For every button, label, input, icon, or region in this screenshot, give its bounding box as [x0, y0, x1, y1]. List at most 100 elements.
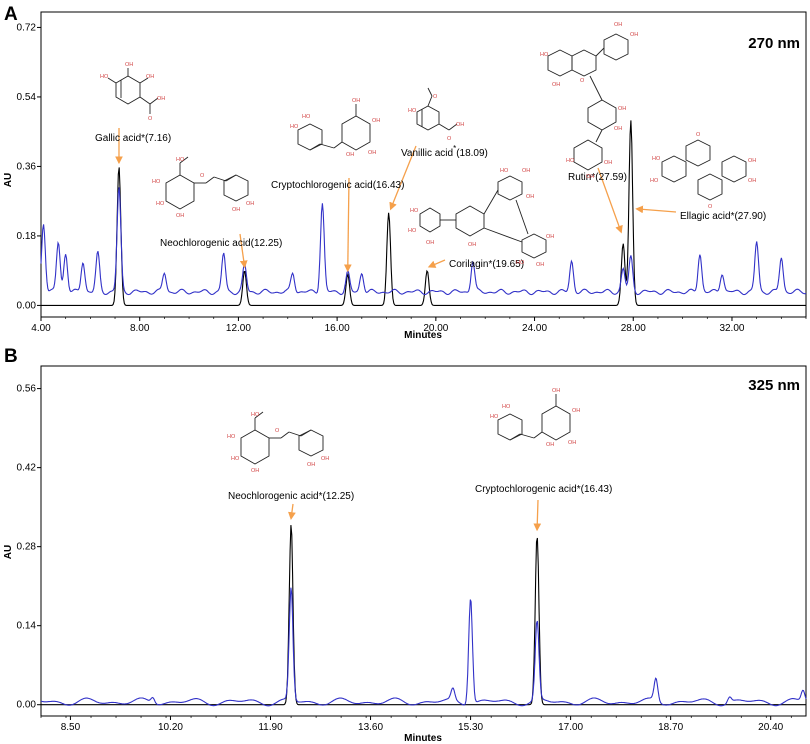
x-tick-label: 8.50: [61, 722, 81, 733]
svg-text:HO: HO: [251, 412, 260, 418]
neochlorogenic-acid-structure: HO HO HO OH OH OH O: [152, 156, 254, 219]
y-tick-label: 0.00: [17, 700, 37, 711]
svg-text:OH: OH: [614, 22, 622, 28]
label-vanillic-acid: Vanillic acid*(18.09): [401, 144, 488, 159]
label-neochlorogenic-acid-b: Neochlorogenic acid*(12.25): [228, 491, 354, 502]
label-cryptochlorogenic-acid: Cryptochlorogenic acid(16.43): [271, 180, 404, 191]
gallic-acid-structure: OH HO OH OH O: [100, 62, 165, 122]
corilagin-structure: HO HO OH HO OH OH OH OH HO OH: [408, 168, 554, 268]
y-tick-label: 0.72: [17, 22, 37, 33]
x-tick-label: 18.70: [658, 722, 683, 733]
svg-text:HO: HO: [176, 157, 185, 163]
svg-text:HO: HO: [540, 52, 549, 58]
svg-text:OH: OH: [748, 178, 756, 184]
svg-text:OH: OH: [251, 468, 259, 474]
svg-text:OH: OH: [522, 168, 530, 174]
annotation-arrow: [343, 177, 352, 273]
svg-text:OH: OH: [246, 201, 254, 207]
y-tick-label: 0.28: [17, 542, 37, 553]
svg-text:OH: OH: [568, 440, 576, 446]
svg-text:HO: HO: [500, 168, 509, 174]
svg-text:HO: HO: [227, 434, 236, 440]
label-gallic-acid: Gallic acid*(7.16): [95, 133, 171, 144]
svg-text:HO: HO: [302, 114, 311, 120]
y-tick-label: 0.00: [17, 300, 37, 311]
svg-text:O: O: [580, 78, 585, 84]
rutin-structure: HO OH OH OH OH OH HO OH OH O: [540, 22, 638, 180]
annotation-arrow: [239, 233, 248, 269]
svg-text:OH: OH: [346, 152, 354, 158]
panel-b-axes: 0.00 0.14 0.28 0.42 0.56 8.50 10.20 11.90 13.60 1…: [17, 384, 792, 733]
label-neochlorogenic-acid: Neochlorogenic acid(12.25): [160, 238, 282, 249]
y-tick-label: 0.36: [17, 161, 37, 172]
svg-text:HO: HO: [156, 201, 165, 207]
vanillic-acid-structure: HO OH O O: [408, 87, 464, 142]
svg-text:OH: OH: [536, 262, 544, 268]
panel-b-wavelength: 325 nm: [748, 377, 800, 394]
x-tick-label: 8.00: [130, 323, 150, 334]
y-tick-label: 0.42: [17, 463, 37, 474]
trace-black: [41, 525, 806, 706]
annotation-arrow: [427, 259, 446, 268]
svg-text:HO: HO: [502, 404, 511, 410]
svg-text:HO: HO: [408, 108, 417, 114]
svg-text:O: O: [708, 204, 713, 210]
panel-a-plot-area: [40, 11, 807, 318]
svg-text:O: O: [148, 116, 153, 122]
svg-text:O: O: [433, 94, 438, 100]
svg-text:OH: OH: [618, 106, 626, 112]
svg-text:O: O: [447, 136, 452, 142]
svg-text:HO: HO: [100, 74, 109, 80]
svg-text:OH: OH: [307, 462, 315, 468]
panel-a-label: A: [4, 4, 18, 25]
y-tick-label: 0.54: [17, 92, 37, 103]
y-tick-label: 0.18: [17, 231, 37, 242]
svg-text:OH: OH: [546, 234, 554, 240]
svg-text:OH: OH: [748, 158, 756, 164]
svg-text:HO: HO: [490, 414, 499, 420]
svg-text:OH: OH: [546, 442, 554, 448]
panel-a-traces: [40, 120, 807, 306]
trace-black: [41, 120, 806, 306]
panel-b-traces: [40, 525, 807, 707]
x-tick-label: 24.00: [522, 323, 547, 334]
label-cryptochlorogenic-acid-b: Cryptochlorogenic acid*(16.43): [475, 484, 612, 495]
svg-text:OH: OH: [368, 150, 376, 156]
x-tick-label: 20.00: [423, 323, 448, 334]
svg-text:OH: OH: [146, 74, 154, 80]
svg-text:OH: OH: [630, 32, 638, 38]
svg-text:OH: OH: [232, 207, 240, 213]
svg-text:OH: OH: [125, 62, 133, 68]
panel-b-ylabel: AU: [3, 545, 14, 559]
x-tick-label: 13.60: [358, 722, 383, 733]
svg-text:HO: HO: [231, 456, 240, 462]
svg-text:HO: HO: [408, 228, 417, 234]
svg-text:HO: HO: [516, 260, 525, 266]
svg-text:OH: OH: [604, 160, 612, 166]
x-tick-label: 28.00: [621, 323, 646, 334]
label-rutin: Rutin*(27.59): [568, 172, 627, 183]
annotation-arrow: [533, 499, 542, 532]
annotation-arrow: [288, 503, 296, 520]
x-tick-label: 10.20: [158, 722, 183, 733]
ellagic-acid-structure: HO HO OH OH O O: [650, 132, 756, 210]
label-corilagin: Corilagin*(19.65): [449, 259, 524, 270]
svg-text:HO: HO: [566, 158, 575, 164]
panel-b-plot-area: [40, 365, 807, 717]
svg-text:OH: OH: [321, 456, 329, 462]
y-tick-label: 0.14: [17, 621, 37, 632]
annotation-arrow: [389, 145, 417, 211]
panel-a-xlabel: Minutes: [404, 330, 442, 341]
x-tick-label: 15.30: [458, 722, 483, 733]
annotation-arrow: [635, 205, 677, 214]
svg-text:OH: OH: [552, 388, 560, 394]
panel-a-wavelength: 270 nm: [748, 35, 800, 52]
svg-text:HO: HO: [290, 124, 299, 130]
panel-b-label: B: [4, 346, 18, 367]
svg-text:OH: OH: [468, 242, 476, 248]
svg-text:OH: OH: [552, 82, 560, 88]
svg-text:OH: OH: [352, 98, 360, 104]
